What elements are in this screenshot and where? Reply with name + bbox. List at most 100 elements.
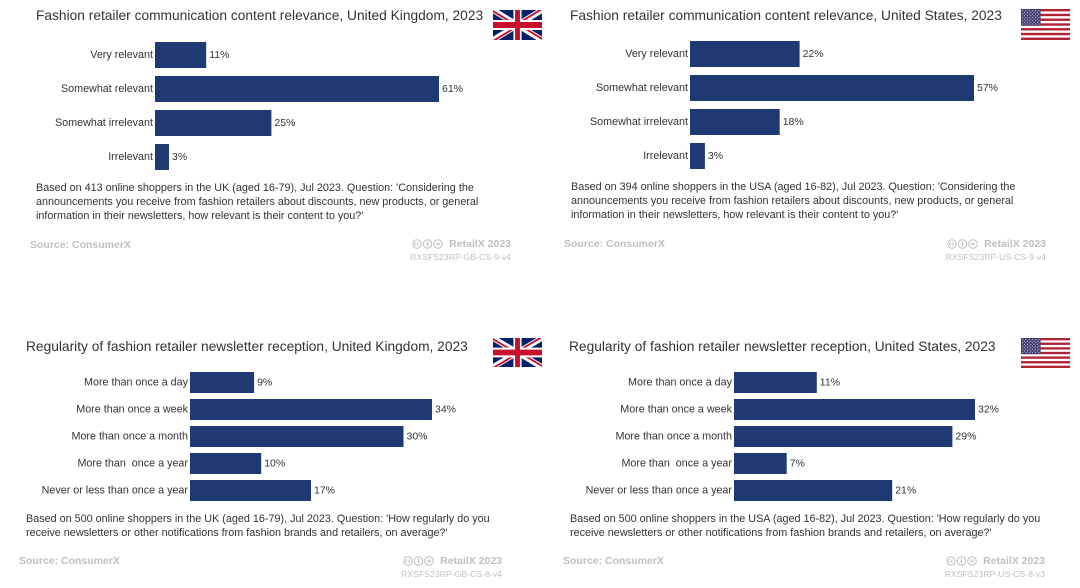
category-label: Somewhat relevant [596, 82, 688, 94]
note-line: information in their newsletters, how re… [36, 210, 364, 222]
uk-flag-icon [493, 10, 542, 40]
chart-title: Fashion retailer communication content r… [36, 8, 484, 23]
source-label: Source: ConsumerX [30, 239, 131, 251]
bar [190, 480, 311, 501]
bar [190, 426, 404, 447]
bar [734, 426, 953, 447]
cc-by-nd-icon [412, 239, 443, 249]
bar [690, 41, 800, 67]
value-label: 18% [783, 116, 804, 128]
category-label: Irrelevant [643, 150, 688, 162]
cc-by-nd-icon [947, 239, 978, 249]
bar-chart: Very relevant 11% Somewhat relevant 61% Some… [55, 42, 463, 170]
note-line: announcements you receive from fashion r… [36, 196, 479, 208]
chart-note: Based on 394 online shoppers in the USA … [571, 180, 1015, 222]
bar [690, 109, 780, 135]
note-line: Based on 500 online shoppers in the UK (… [26, 513, 490, 525]
source-label: Source: ConsumerX [563, 555, 664, 567]
category-label: More than once a year [77, 458, 188, 470]
brand-block: RetailX 2023 RXSFS23RP-GB-CS-9-v4 [370, 237, 511, 263]
us-flag-icon [1021, 338, 1070, 368]
category-label: More than once a day [84, 377, 189, 389]
category-label: Irrelevant [108, 151, 153, 163]
uk-flag-icon [493, 338, 542, 367]
chart-panel-us-content-relevance: Fashion retailer communication content r… [535, 0, 1080, 294]
cc-by-nd-icon [403, 556, 434, 566]
bar [155, 110, 272, 136]
bar [734, 453, 787, 474]
value-label: 11% [820, 377, 840, 389]
value-label: 25% [274, 117, 295, 129]
category-label: Somewhat irrelevant [590, 116, 688, 128]
brand-label: RetailX 2023 [983, 555, 1045, 567]
chart-code: RXSFS23RP-GB-CS-9-v4 [410, 252, 511, 262]
bar [734, 399, 975, 420]
chart-code: RXSFS23RP-US-CS-8-v3 [944, 569, 1045, 579]
brand-block: RetailX 2023 RXSFS23RP-GB-CS-8-v4 [361, 554, 502, 580]
source-label: Source: ConsumerX [564, 238, 665, 250]
chart-note: Based on 500 online shoppers in the USA … [570, 512, 1040, 540]
chart-panel-uk-newsletter-regularity: Regularity of fashion retailer newslette… [0, 330, 544, 588]
cc-by-nd-icon [946, 556, 977, 566]
category-label: More than once a week [620, 404, 732, 416]
category-label: Somewhat relevant [61, 83, 153, 95]
us-flag-icon [1021, 9, 1070, 40]
value-label: 32% [978, 404, 999, 416]
bar [690, 143, 705, 169]
value-label: 22% [803, 48, 824, 60]
chart-note: Based on 413 online shoppers in the UK (… [36, 181, 478, 223]
chart-panel-uk-content-relevance: Fashion retailer communication content r… [0, 0, 542, 294]
chart-title: Fashion retailer communication content r… [570, 8, 1002, 23]
bar [190, 399, 432, 420]
brand-label: RetailX 2023 [449, 238, 511, 250]
category-label: More than once a day [628, 377, 733, 389]
brand-label: RetailX 2023 [440, 555, 502, 567]
value-label: 7% [790, 458, 805, 470]
note-line: receive newsletters or other notificatio… [570, 527, 992, 539]
category-label: More than once a month [615, 431, 732, 443]
category-label: Somewhat irrelevant [55, 117, 153, 129]
note-line: receive newsletters or other notificatio… [26, 527, 448, 539]
note-line: Based on 500 online shoppers in the USA … [570, 513, 1041, 525]
note-line: announcements you receive from fashion r… [571, 195, 1014, 207]
chart-title: Regularity of fashion retailer newslette… [26, 339, 468, 354]
value-label: 3% [708, 150, 723, 162]
bar [190, 453, 262, 474]
bar [155, 76, 439, 102]
brand-block: RetailX 2023 RXSFS23RP-US-CS-8-v3 [904, 554, 1045, 580]
category-label: Never or less than once a year [586, 485, 733, 497]
value-label: 9% [257, 377, 272, 389]
value-label: 11% [209, 49, 229, 61]
category-label: Very relevant [90, 49, 153, 61]
chart-panel-us-newsletter-regularity: Regularity of fashion retailer newslette… [544, 330, 1080, 588]
bar-chart: Very relevant 22% Somewhat relevant 57% Some… [590, 41, 998, 169]
chart-note: Based on 500 online shoppers in the UK (… [26, 512, 490, 540]
value-label: 10% [264, 458, 285, 470]
note-line: information in their newsletters, how re… [571, 209, 899, 221]
category-label: More than once a week [76, 404, 188, 416]
value-label: 30% [407, 431, 428, 443]
category-label: More than once a month [71, 431, 188, 443]
brand-block: RetailX 2023 RXSFS23RP-US-CS-9-v4 [905, 237, 1046, 263]
value-label: 3% [172, 151, 187, 163]
value-label: 17% [314, 485, 335, 497]
chart-title: Regularity of fashion retailer newslette… [569, 339, 996, 354]
category-label: More than once a year [621, 458, 732, 470]
source-label: Source: ConsumerX [19, 555, 120, 567]
bar [690, 75, 974, 101]
chart-code: RXSFS23RP-US-CS-9-v4 [945, 252, 1046, 262]
value-label: 34% [435, 404, 456, 416]
category-label: Very relevant [625, 48, 688, 60]
bar-chart: More than once a day 9% More than once a w… [42, 372, 456, 501]
value-label: 57% [977, 82, 998, 94]
brand-label: RetailX 2023 [984, 238, 1046, 250]
bar [190, 372, 255, 393]
value-label: 21% [895, 485, 916, 497]
value-label: 61% [442, 83, 463, 95]
note-line: Based on 394 online shoppers in the USA … [571, 181, 1016, 193]
bar [734, 372, 817, 393]
note-line: Based on 413 online shoppers in the UK (… [36, 182, 474, 194]
bar [155, 144, 169, 170]
chart-code: RXSFS23RP-GB-CS-8-v4 [401, 569, 502, 579]
